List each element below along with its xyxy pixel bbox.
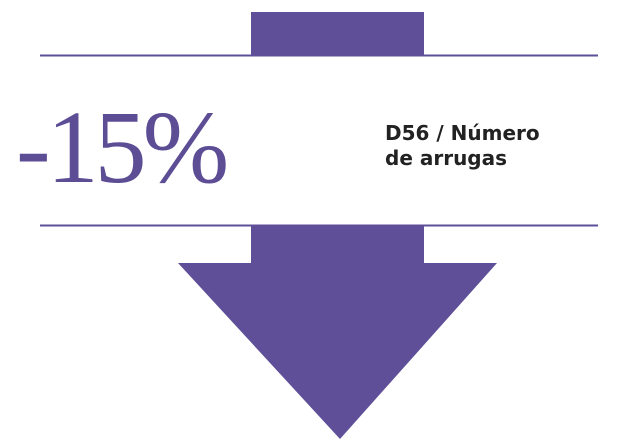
label-line: de arrugas (385, 146, 507, 170)
stat-value: -15% (16, 90, 227, 205)
arrow-shaft (251, 226, 424, 264)
arrow-head (178, 263, 497, 439)
top-bar (251, 12, 424, 56)
label-line: D56 / Número (385, 121, 540, 145)
